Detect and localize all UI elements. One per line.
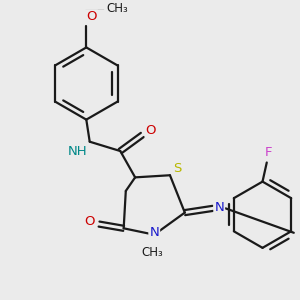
Text: O: O — [146, 124, 156, 137]
Text: CH₃: CH₃ — [141, 246, 163, 259]
Text: CH₃: CH₃ — [106, 2, 128, 15]
Text: O: O — [85, 215, 95, 229]
Text: N: N — [149, 226, 159, 239]
Text: N: N — [214, 201, 224, 214]
Text: S: S — [173, 162, 182, 175]
Text: NH: NH — [68, 145, 88, 158]
Text: F: F — [265, 146, 273, 159]
Text: O: O — [87, 11, 97, 23]
